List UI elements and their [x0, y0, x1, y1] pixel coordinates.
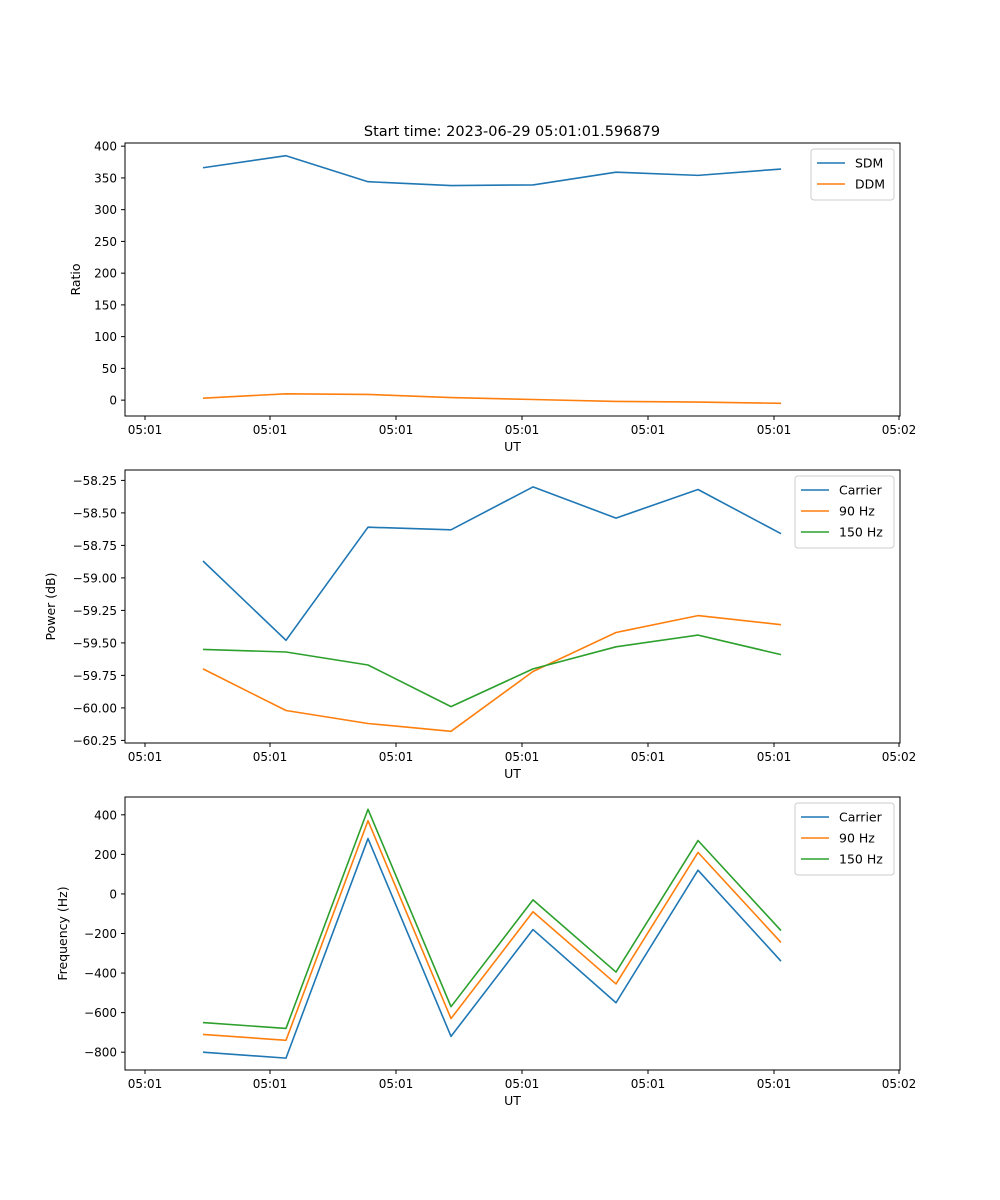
- x-tick-label: 05:01: [505, 1077, 540, 1091]
- x-tick-label: 05:01: [253, 750, 288, 764]
- y-tick-label: 150: [94, 298, 117, 312]
- legend-box: [794, 802, 895, 876]
- x-tick-label: 05:01: [128, 1077, 163, 1091]
- y-tick-label: −600: [84, 1006, 117, 1020]
- legend-label: Carrier: [839, 810, 883, 825]
- x-tick-label: 05:01: [757, 1077, 792, 1091]
- legend-label: 90 Hz: [839, 831, 875, 846]
- y-tick-label: −60.00: [73, 701, 117, 715]
- y-tick-label: −59.00: [73, 571, 117, 585]
- y-tick-label: −59.50: [73, 636, 117, 650]
- y-tick-label: 0: [109, 887, 117, 901]
- x-tick-label: 05:01: [631, 750, 666, 764]
- series-line-carrier: [202, 837, 782, 1059]
- subplot-2: 05:01 05:01 05:01 05:01 05:01 05:01 05:02 −60.2…: [43, 469, 917, 781]
- legend-box: [794, 475, 895, 549]
- axes-frame: [124, 469, 901, 744]
- x-axis-label: UT: [504, 766, 521, 781]
- series-line-90-hz: [202, 614, 782, 733]
- y-tick-label: −59.75: [73, 669, 117, 683]
- figure-title: Start time: 2023-06-29 05:01:01.596879: [364, 124, 660, 140]
- x-tick-label: 05:01: [757, 750, 792, 764]
- x-tick-label: 05:01: [379, 423, 414, 437]
- series-line-150-hz: [202, 634, 782, 708]
- series-line-ddm: [202, 392, 782, 405]
- y-tick-label: 100: [94, 330, 117, 344]
- x-tick-label: 05:01: [379, 750, 414, 764]
- legend: Carrier 90 Hz 150 Hz: [794, 475, 895, 549]
- x-tick-label: 05:02: [882, 1077, 917, 1091]
- y-tick-label: −58.75: [73, 539, 117, 553]
- y-tick-label: −59.25: [73, 604, 117, 618]
- legend-label: 150 Hz: [839, 525, 883, 540]
- y-axis-label: Frequency (Hz): [55, 886, 70, 980]
- legend-label: DDM: [855, 177, 885, 192]
- series-line-150-hz: [202, 808, 782, 1030]
- axes-frame: [124, 142, 901, 417]
- y-tick-label: −400: [84, 967, 117, 981]
- y-tick-label: −200: [84, 927, 117, 941]
- legend-label: 90 Hz: [839, 504, 875, 519]
- y-tick-label: 400: [94, 808, 117, 822]
- y-axis-label: Power (dB): [43, 572, 58, 640]
- y-tick-label: 200: [94, 267, 117, 281]
- subplot-3: 05:01 05:01 05:01 05:01 05:01 05:01 05:02 −800 −…: [55, 796, 917, 1108]
- series-line-90-hz: [202, 819, 782, 1042]
- legend-label: 150 Hz: [839, 852, 883, 867]
- x-tick-label: 05:01: [253, 1077, 288, 1091]
- y-tick-label: −58.25: [73, 474, 117, 488]
- legend-box: [810, 148, 895, 201]
- x-tick-label: 05:01: [757, 423, 792, 437]
- series-line-carrier: [202, 486, 782, 642]
- x-axis-label: UT: [504, 439, 521, 454]
- subplot-1: 05:01 05:01 05:01 05:01 05:01 05:01 05:02 0 50 10…: [68, 140, 916, 454]
- x-tick-label: 05:01: [379, 1077, 414, 1091]
- y-axis-label: Ratio: [68, 263, 83, 295]
- y-tick-label: 400: [94, 140, 117, 154]
- legend-label: Carrier: [839, 483, 883, 498]
- y-tick-label: 200: [94, 848, 117, 862]
- x-tick-label: 05:01: [128, 750, 163, 764]
- x-tick-label: 05:01: [631, 1077, 666, 1091]
- x-tick-label: 05:01: [505, 750, 540, 764]
- legend: SDM DDM: [810, 148, 895, 201]
- series-line-sdm: [202, 154, 782, 187]
- x-tick-label: 05:02: [882, 423, 917, 437]
- legend: Carrier 90 Hz 150 Hz: [794, 802, 895, 876]
- subplots: 05:01 05:01 05:01 05:01 05:01 05:01 05:02 0 50 10…: [43, 140, 916, 1108]
- y-tick-label: 300: [94, 203, 117, 217]
- y-tick-label: −60.25: [73, 734, 117, 748]
- x-tick-label: 05:02: [882, 750, 917, 764]
- y-tick-label: 350: [94, 171, 117, 185]
- y-tick-label: −800: [84, 1046, 117, 1060]
- legend-label: SDM: [855, 156, 883, 171]
- y-tick-label: −58.50: [73, 506, 117, 520]
- y-tick-label: 250: [94, 235, 117, 249]
- y-tick-label: 50: [102, 362, 117, 376]
- y-tick-label: 0: [109, 394, 117, 408]
- x-tick-label: 05:01: [253, 423, 288, 437]
- x-tick-label: 05:01: [128, 423, 163, 437]
- x-axis-label: UT: [504, 1093, 521, 1108]
- x-tick-label: 05:01: [631, 423, 666, 437]
- x-tick-label: 05:01: [505, 423, 540, 437]
